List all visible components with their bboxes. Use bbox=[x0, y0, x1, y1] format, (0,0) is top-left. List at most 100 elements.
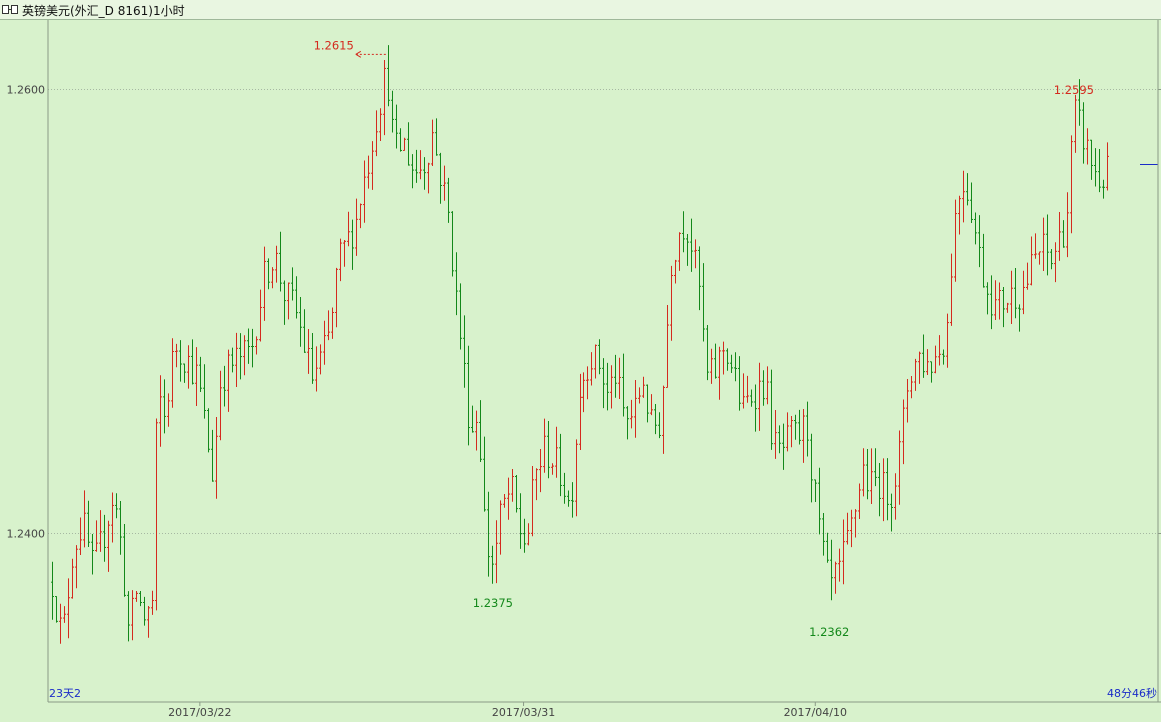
ohlc-bar bbox=[271, 267, 274, 289]
ohlc-bar bbox=[714, 343, 717, 379]
ohlc-bar bbox=[862, 448, 865, 497]
ohlc-bar bbox=[123, 524, 126, 597]
ohlc-bar bbox=[846, 512, 849, 545]
ohlc-bar bbox=[786, 412, 789, 452]
ohlc-bar bbox=[435, 118, 438, 156]
ohlc-bar bbox=[686, 233, 689, 266]
ohlc-bar bbox=[527, 523, 530, 546]
ohlc-bar bbox=[387, 45, 390, 107]
ohlc-bar bbox=[854, 509, 857, 538]
ohlc-bar bbox=[503, 494, 506, 508]
ohlc-bar bbox=[682, 211, 685, 253]
ohlc-bar bbox=[67, 578, 70, 639]
ohlc-bar bbox=[199, 356, 202, 392]
ohlc-bar bbox=[926, 349, 929, 375]
x-tick-label: 2017/03/22 bbox=[168, 706, 231, 719]
countdown-label: 48分46秒 bbox=[1107, 686, 1157, 700]
ohlc-bar bbox=[858, 483, 861, 519]
ohlc-bar bbox=[850, 509, 853, 548]
ohlc-bar bbox=[906, 379, 909, 423]
ohlc-bar bbox=[1102, 179, 1105, 199]
ohlc-bar bbox=[666, 304, 669, 388]
ohlc-bar bbox=[319, 344, 322, 375]
ohlc-bar bbox=[99, 510, 102, 552]
ohlc-bar bbox=[746, 375, 749, 403]
ohlc-bar bbox=[722, 341, 725, 375]
ohlc-bar bbox=[403, 137, 406, 151]
ohlc-bar bbox=[970, 182, 973, 224]
ohlc-bar bbox=[147, 605, 150, 638]
ohlc-bar bbox=[339, 238, 342, 282]
ohlc-bar bbox=[1030, 236, 1033, 286]
ohlc-bar bbox=[351, 219, 354, 270]
ohlc-bar bbox=[758, 362, 761, 431]
ohlc-bar bbox=[902, 399, 905, 465]
ohlc-bar bbox=[826, 532, 829, 563]
ohlc-bar bbox=[303, 309, 306, 353]
ohlc-bar bbox=[890, 493, 893, 532]
ohlc-bar bbox=[111, 492, 114, 543]
ohlc-bar bbox=[974, 212, 977, 245]
ohlc-bar bbox=[822, 513, 825, 556]
ohlc-bar bbox=[1078, 79, 1081, 126]
ohlc-bar bbox=[267, 258, 270, 290]
ohlc-bar bbox=[1034, 233, 1037, 259]
ohlc-bar bbox=[1106, 142, 1109, 191]
ohlc-bar bbox=[874, 448, 877, 487]
y-tick-label: 1.2400 bbox=[7, 528, 46, 541]
chart-window-icon[interactable] bbox=[2, 5, 18, 14]
ohlc-bar bbox=[738, 356, 741, 411]
ohlc-chart[interactable]: 1.2615 1.2375 1.2362 1.2595 1.2600 1.2400 201… bbox=[0, 20, 1161, 722]
ohlc-bar bbox=[439, 152, 442, 204]
ohlc-bar bbox=[818, 467, 821, 535]
ohlc-bar bbox=[415, 149, 418, 183]
ohlc-bar bbox=[1054, 242, 1057, 283]
low-price-label: 1.2375 bbox=[473, 596, 513, 610]
ohlc-bar bbox=[395, 104, 398, 149]
ohlc-bar bbox=[447, 177, 450, 223]
ohlc-bar bbox=[311, 333, 314, 384]
ohlc-bar bbox=[750, 389, 753, 407]
ohlc-bar bbox=[219, 370, 222, 441]
ohlc-bar bbox=[1066, 192, 1069, 258]
ohlc-bar bbox=[1002, 286, 1005, 328]
ohlc-bar bbox=[594, 344, 597, 379]
ohlc-bar bbox=[1082, 102, 1085, 164]
ohlc-bar bbox=[347, 211, 350, 247]
ohlc-bar bbox=[922, 334, 925, 378]
ohlc-bar bbox=[215, 417, 218, 499]
ohlc-bar bbox=[642, 376, 645, 398]
ohlc-bar bbox=[511, 468, 514, 502]
ohlc-bar bbox=[770, 369, 773, 450]
ohlc-bar bbox=[151, 590, 154, 615]
ohlc-bar bbox=[431, 119, 434, 166]
ohlc-bar bbox=[1070, 135, 1073, 234]
ohlc-bar bbox=[383, 59, 386, 136]
ohlc-bar bbox=[838, 548, 841, 582]
ohlc-bar bbox=[1098, 148, 1101, 193]
ohlc-bar bbox=[794, 414, 797, 440]
ohlc-bar bbox=[762, 370, 765, 406]
ohlc-bar bbox=[507, 477, 510, 520]
ohlc-bar bbox=[1026, 262, 1029, 290]
ohlc-bar bbox=[810, 433, 813, 503]
chart-title: 英镑美元(外汇_D 8161)1小时 bbox=[22, 4, 185, 18]
ohlc-bar bbox=[255, 336, 258, 355]
ohlc-bar bbox=[706, 324, 709, 381]
ohlc-bar bbox=[702, 263, 705, 342]
ohlc-bar bbox=[914, 358, 917, 391]
ohlc-bar bbox=[87, 500, 90, 548]
ohlc-bar bbox=[1010, 270, 1013, 325]
ohlc-bar bbox=[103, 514, 106, 562]
ohlc-bar bbox=[662, 385, 665, 454]
high-price-label: 1.2595 bbox=[1054, 83, 1094, 97]
ohlc-bar bbox=[1090, 139, 1093, 180]
ohlc-bar bbox=[802, 409, 805, 463]
ohlc-bar bbox=[798, 409, 801, 445]
ohlc-bar bbox=[399, 128, 402, 152]
price-annotations: 1.2615 1.2375 1.2362 1.2595 bbox=[314, 38, 1158, 639]
ohlc-bar bbox=[563, 472, 566, 504]
ohlc-bar bbox=[654, 403, 657, 435]
chart-axes bbox=[47, 20, 1161, 703]
ohlc-bar bbox=[718, 346, 721, 400]
